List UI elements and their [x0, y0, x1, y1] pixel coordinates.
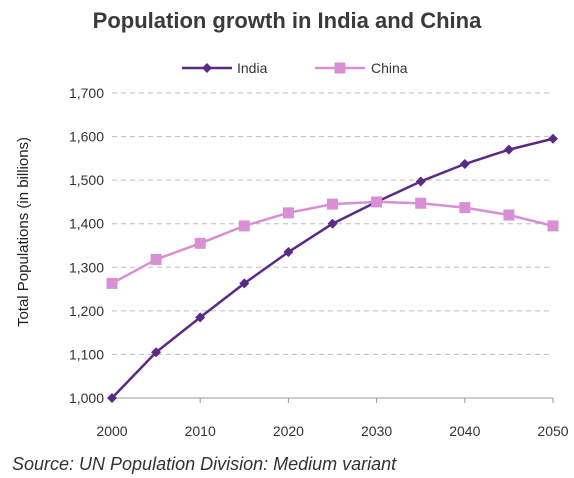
x-tick-label: 2040 [449, 423, 480, 439]
legend-label-india: India [237, 60, 268, 76]
x-tick-label: 2020 [273, 423, 304, 439]
source-note: Source: UN Population Division: Medium v… [12, 454, 397, 474]
x-tick-label: 2030 [361, 423, 392, 439]
india-data-point [459, 159, 470, 170]
india-data-point [415, 176, 426, 187]
y-tick-labels: 1,000 1,100 1,200 1,300 1,400 1,500 1,600 1,700 [69, 85, 104, 406]
india-data-point [239, 278, 250, 289]
india-data-point [327, 218, 338, 229]
china-data-point [238, 220, 250, 232]
series-group [106, 133, 559, 403]
china-data-point [150, 253, 162, 265]
china-series-line [111, 200, 554, 285]
y-tick-label: 1,500 [69, 172, 104, 188]
y-tick-label: 1,100 [69, 346, 104, 362]
y-tick-label: 1,600 [69, 129, 104, 145]
x-tick-labels: 2000 2010 2020 2030 2040 2050 [96, 398, 569, 439]
y-tick-label: 1,400 [69, 216, 104, 232]
china-data-point [194, 237, 206, 249]
china-data-point [106, 277, 118, 289]
india-data-point [548, 133, 558, 144]
china-data-point [503, 209, 515, 221]
china-data-point [371, 196, 383, 208]
india-data-point [151, 347, 162, 358]
legend-label-china: China [371, 60, 408, 76]
y-tick-label: 1,700 [69, 85, 104, 101]
india-data-point [107, 393, 117, 403]
x-tick-label: 2050 [537, 423, 568, 439]
x-tick-label: 2000 [96, 423, 127, 439]
china-data-point [282, 207, 294, 219]
legend-marker-china [334, 62, 346, 74]
china-data-point [547, 220, 559, 232]
legend-marker-india [202, 63, 212, 73]
y-tick-label: 1,200 [69, 303, 104, 319]
china-data-point [415, 197, 427, 209]
india-data-point [503, 144, 514, 155]
y-tick-label: 1,000 [69, 390, 104, 406]
india-series-line [111, 137, 554, 399]
china-data-point [327, 198, 338, 210]
china-data-point [459, 202, 471, 214]
india-data-point [195, 312, 206, 323]
y-axis-label: Total Populations (in billions) [15, 137, 32, 327]
x-tick-label: 2010 [185, 423, 216, 439]
india-data-point [283, 247, 294, 258]
chart-title: Population growth in India and China [92, 8, 482, 33]
legend: India China [182, 60, 408, 76]
y-tick-label: 1,300 [69, 259, 104, 275]
